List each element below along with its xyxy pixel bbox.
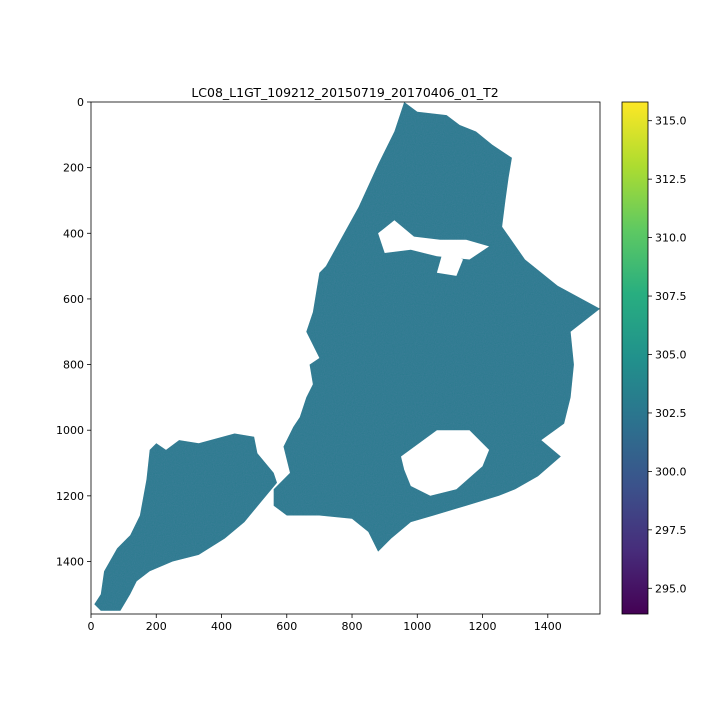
x-tick-label: 0 [88, 620, 95, 633]
colorbar-tick-label: 300.0 [655, 465, 687, 478]
x-tick-label: 200 [146, 620, 167, 633]
raster-image [94, 102, 600, 611]
colorbar-ticks: 295.0 297.5 300.0 302.5 305.0 307.5 310.0 312.5… [648, 115, 687, 596]
colorbar-tick-label: 312.5 [655, 173, 687, 186]
y-tick-label: 1400 [56, 555, 84, 568]
y-tick-label: 400 [63, 227, 84, 240]
x-tick-label: 600 [276, 620, 297, 633]
colorbar-tick-label: 307.5 [655, 290, 687, 303]
y-tick-label: 800 [63, 359, 84, 372]
y-tick-label: 600 [63, 293, 84, 306]
y-tick-label: 200 [63, 162, 84, 175]
colorbar-tick-label: 310.0 [655, 232, 687, 245]
x-tick-label: 1000 [403, 620, 431, 633]
x-axis: 0 200 400 600 800 1000 1200 1400 [88, 614, 562, 633]
x-tick-label: 1400 [534, 620, 562, 633]
land-texture [94, 434, 277, 611]
chart-title: LC08_L1GT_109212_20150719_20170406_01_T2 [191, 85, 498, 100]
colorbar: 295.0 297.5 300.0 302.5 305.0 307.5 310.0 312.5… [622, 102, 687, 614]
colorbar-gradient [622, 102, 648, 614]
colorbar-tick-label: 315.0 [655, 115, 687, 128]
x-tick-label: 1200 [469, 620, 497, 633]
y-tick-label: 1000 [56, 424, 84, 437]
x-tick-label: 400 [211, 620, 232, 633]
y-tick-label: 0 [77, 96, 84, 109]
colorbar-tick-label: 295.0 [655, 582, 687, 595]
y-tick-label: 1200 [56, 490, 84, 503]
colorbar-tick-label: 302.5 [655, 407, 687, 420]
colorbar-tick-label: 297.5 [655, 524, 687, 537]
y-axis: 0 200 400 600 800 1000 1200 1400 [56, 96, 91, 568]
plot-area [94, 102, 600, 611]
colorbar-tick-label: 305.0 [655, 348, 687, 361]
x-tick-label: 800 [342, 620, 363, 633]
